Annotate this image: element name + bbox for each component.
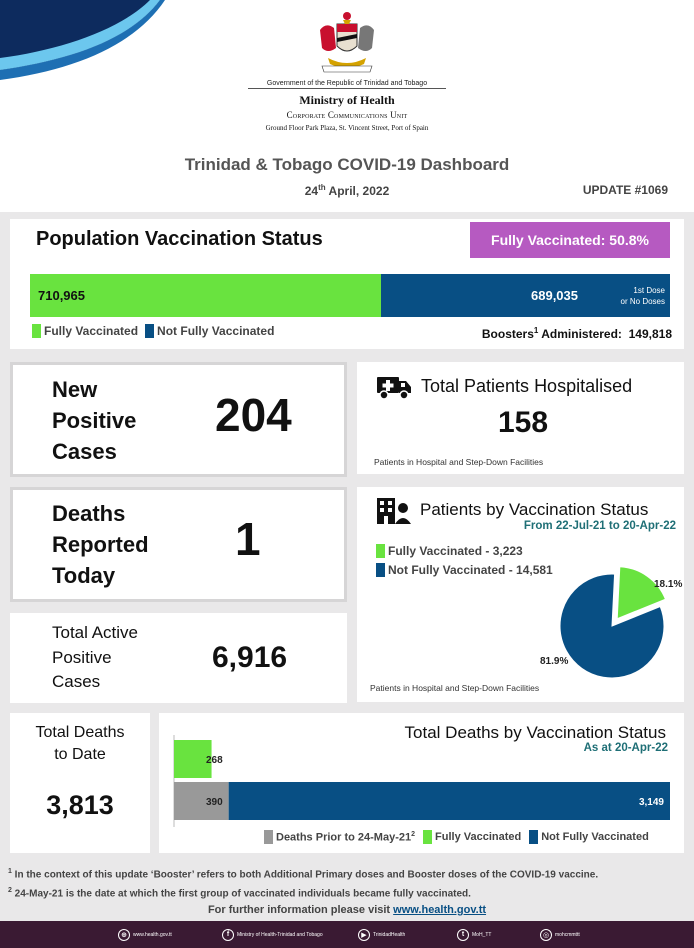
legend-not-fully-label: Not Fully Vaccinated (157, 324, 275, 338)
hospitalised-value: 158 (497, 406, 549, 439)
decorative-swoosh (0, 0, 165, 80)
hospital-building-icon (377, 498, 411, 524)
twitter-icon: t (457, 928, 469, 941)
footer-item-youtube[interactable]: ▶ TrinidadHealth (358, 928, 405, 941)
bar-deaths-prior-to-24-may-21 (174, 782, 229, 820)
fully-vaccinated-bar: 710,965 (30, 274, 381, 317)
deaths-legend: Deaths Prior to 24-May-212 Fully Vaccina… (264, 830, 649, 844)
deaths-bar-chart: 268 390 3,149 (173, 735, 670, 827)
bar-label: 268 (206, 755, 223, 766)
patients-by-vaccination-subtitle: From 22-Jul-21 to 20-Apr-22 (523, 520, 676, 532)
header: Government of the Republic of Trinidad a… (0, 0, 694, 212)
patients-pie-chart: 18.1% 81.9% (540, 566, 682, 679)
legend-fully-label: Fully Vaccinated (44, 324, 139, 338)
boosters-value: 149,818 (628, 327, 672, 341)
legend-swatch-fully (32, 324, 41, 338)
legend-swatch-fully (376, 544, 385, 558)
ministry-name: Ministry of Health (299, 93, 395, 107)
pie-slice-fully (616, 566, 667, 620)
pie-legend-fully: Fully Vaccinated - 3,223 (376, 544, 523, 558)
hospitalised-title: Total Patients Hospitalised (421, 376, 633, 396)
deaths-by-vaccination-title: Total Deaths by Vaccination Status (404, 723, 666, 742)
report-date: 24th April, 2022 (304, 183, 390, 198)
new-cases-card (10, 362, 347, 477)
further-info: For further information please visit www… (207, 904, 487, 916)
vaccination-legend: Fully Vaccinated Not Fully Vaccinated (32, 324, 274, 338)
footnote-1: 1 In the context of this update ‘Booster… (8, 868, 599, 881)
page-title: Trinidad & Tobago COVID-19 Dashboard (184, 155, 510, 174)
total-deaths-label: Total Deaths to Date (35, 724, 125, 763)
deaths-today-value: 1 (235, 513, 261, 565)
new-cases-value: 204 (215, 389, 292, 441)
legend-swatch-prior (264, 830, 273, 844)
bar-not-fully-vaccinated (228, 782, 670, 820)
not-fully-vaccinated-note: 1st Dose or No Doses (620, 285, 665, 306)
fully-vaccinated-value: 710,965 (38, 288, 85, 303)
bar-fully-vaccinated (174, 740, 212, 778)
pie-label-not-fully: 81.9% (540, 656, 568, 667)
legend-swatch-fully (423, 830, 433, 844)
bar-label: 3,149 (639, 797, 664, 808)
footer-item-facebook[interactable]: f Ministry of Health-Trinidad and Tobago (222, 928, 323, 941)
deaths-today-card (10, 487, 347, 602)
bar-label: 390 (206, 797, 223, 808)
footer-item-website[interactable]: ⊕ www.health.gov.tt (118, 928, 172, 941)
new-cases-label: New Positive Cases (52, 377, 137, 464)
globe-icon: ⊕ (118, 928, 130, 941)
instagram-icon: ◎ (540, 928, 552, 941)
unit-name: Corporate Communications Unit (286, 110, 408, 120)
footnote-2: 2 24-May-21 is the date at which the fir… (8, 887, 471, 900)
footnotes: 1 In the context of this update ‘Booster… (8, 864, 598, 903)
facebook-icon: f (222, 928, 234, 941)
not-fully-vaccinated-bar: 689,035 1st Dose or No Doses (381, 274, 670, 317)
address: Ground Floor Park Plaza, St. Vincent Str… (265, 124, 429, 132)
active-cases-label: Total Active Positive Cases (52, 623, 138, 691)
footer-item-instagram[interactable]: ◎ mohcmmttt (540, 928, 580, 941)
total-deaths-card (10, 713, 150, 853)
fully-vaccinated-badge: Fully Vaccinated: 50.8% (470, 222, 670, 258)
pie-slice-not-fully (559, 573, 665, 679)
pie-label-fully: 18.1% (654, 579, 682, 590)
update-number: UPDATE #1069 (582, 183, 668, 197)
patients-by-vaccination-note: Patients in Hospital and Step-Down Facil… (370, 683, 540, 693)
active-cases-value: 6,916 (212, 641, 288, 674)
deaths-today-label: Deaths Reported Today (52, 501, 149, 588)
active-cases-card (10, 613, 347, 703)
footer-item-twitter[interactable]: t MoH_TT (457, 928, 491, 941)
youtube-icon: ▶ (358, 928, 370, 941)
total-deaths-value: 3,813 (46, 790, 114, 820)
deaths-by-vaccination-subtitle: As at 20-Apr-22 (583, 742, 668, 754)
government-line: Government of the Republic of Trinidad a… (248, 80, 446, 89)
hospitalised-note: Patients in Hospital and Step-Down Facil… (374, 457, 544, 467)
health-website-link[interactable]: www.health.gov.tt (393, 904, 487, 916)
patients-by-vaccination-title: Patients by Vaccination Status (420, 500, 649, 519)
coat-of-arms-icon (320, 12, 374, 73)
boosters-administered: Boosters1 Administered: 149,818 (481, 326, 672, 341)
legend-swatch-not-fully (145, 324, 155, 338)
legend-swatch-not-fully (529, 830, 539, 844)
footer-bar: ⊕ www.health.gov.tt f Ministry of Health-T… (0, 921, 694, 948)
ambulance-icon (377, 377, 411, 400)
vaccination-title: Population Vaccination Status (36, 228, 323, 250)
not-fully-vaccinated-value: 689,035 (531, 288, 578, 303)
hospitalised-card (357, 362, 684, 474)
legend-swatch-not-fully (376, 563, 385, 577)
pie-legend-not-fully: Not Fully Vaccinated - 14,581 (376, 563, 553, 577)
